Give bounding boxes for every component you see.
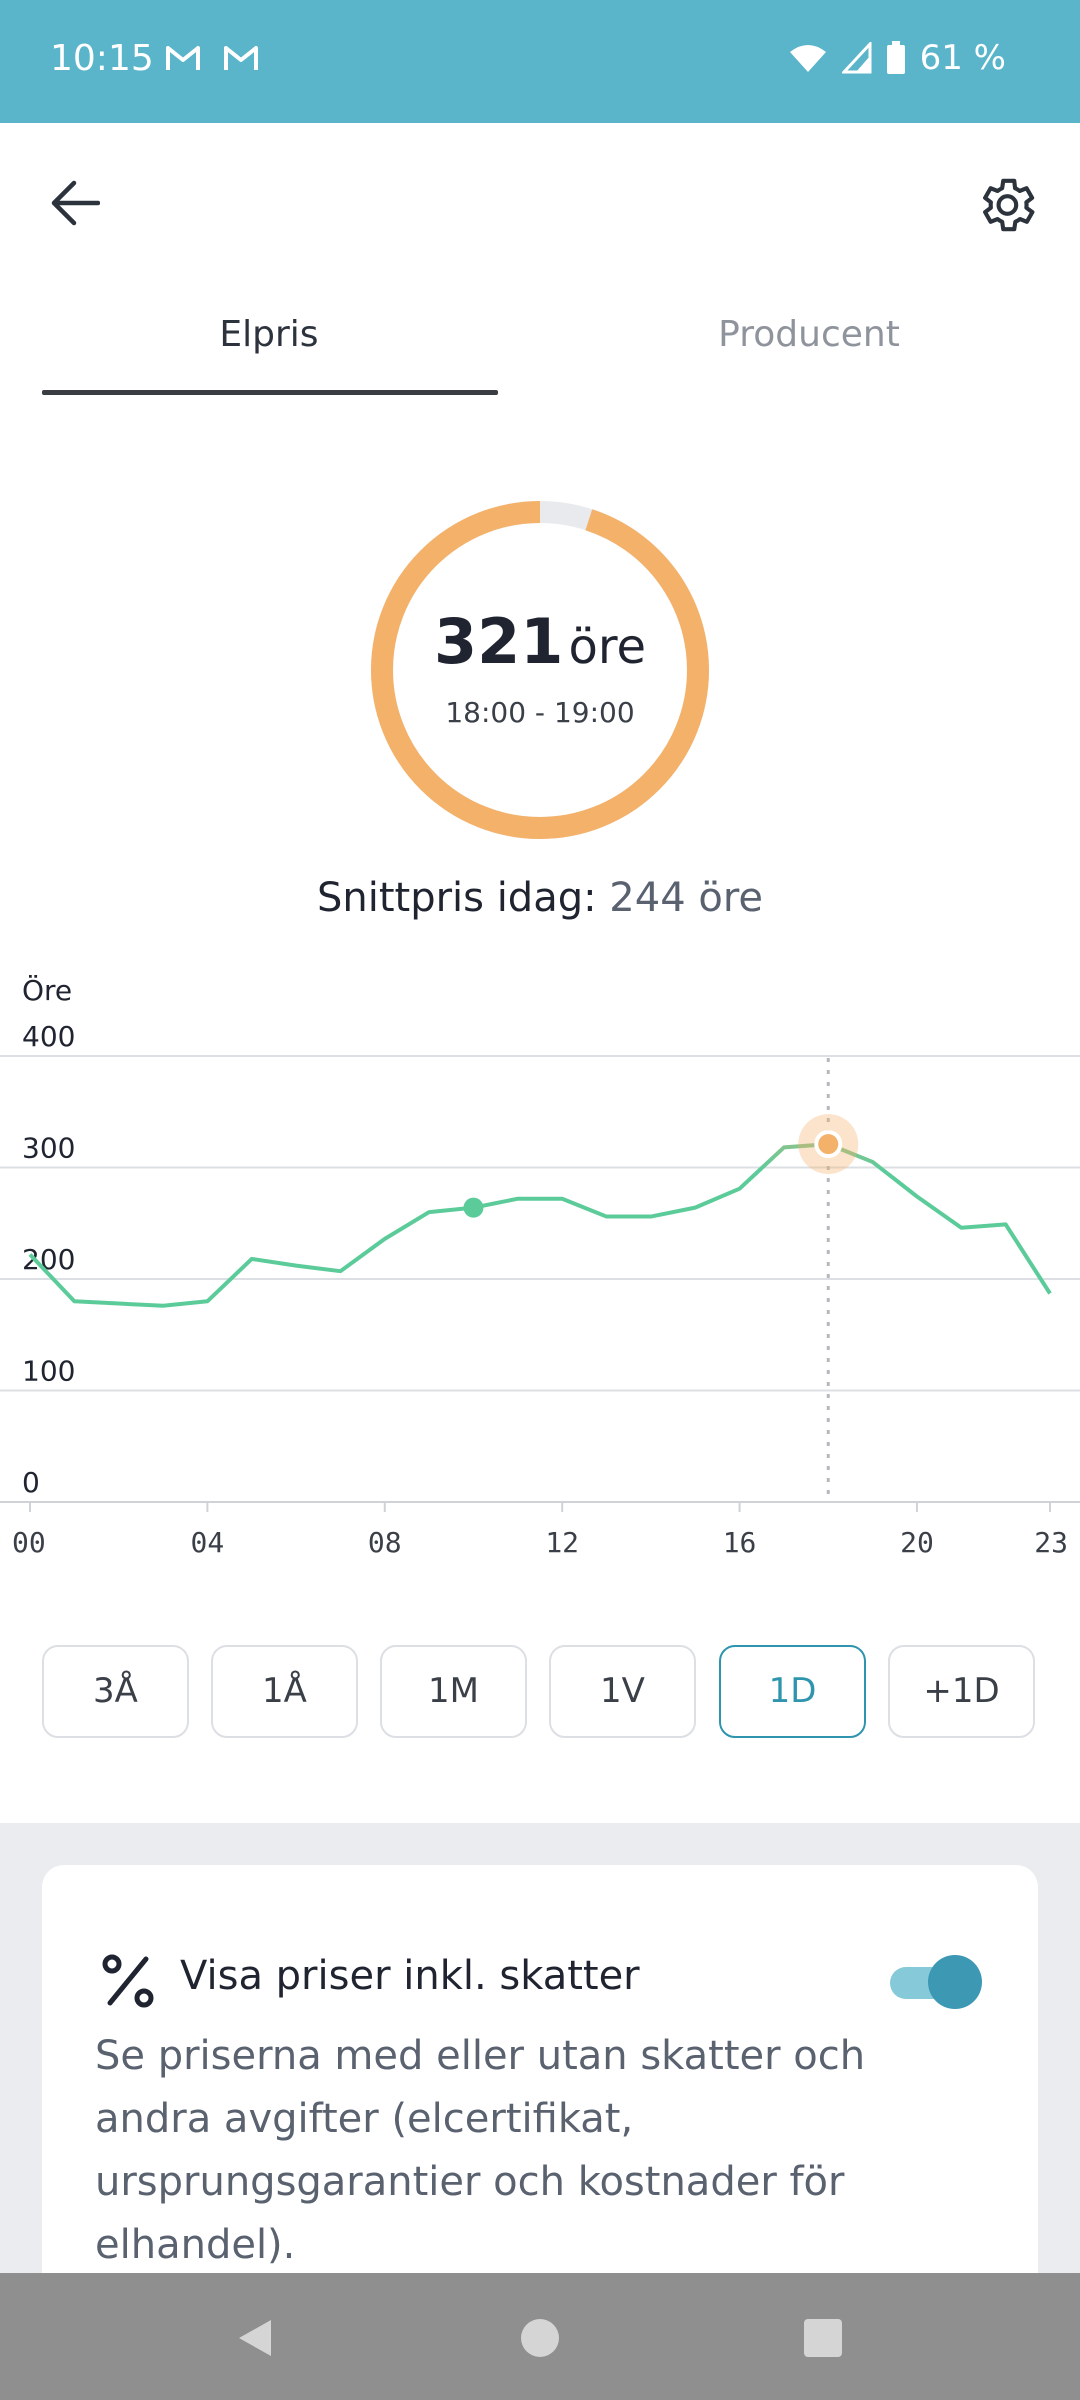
toggle-knob bbox=[928, 1955, 982, 2009]
y-tick-label: 400 bbox=[22, 1020, 75, 1053]
range-selector: 3Å 1Å 1M 1V 1D +1D bbox=[42, 1645, 1038, 1740]
battery-icon bbox=[886, 41, 905, 74]
gauge-ring bbox=[371, 501, 709, 839]
tax-card: Visa priser inkl. skatter Se priserna me… bbox=[42, 1865, 1038, 2325]
y-tick-label: 0 bbox=[22, 1466, 40, 1499]
current-price: 321 öre bbox=[370, 605, 710, 678]
wifi-icon bbox=[789, 45, 826, 72]
range-button-next-day[interactable]: +1D bbox=[888, 1645, 1035, 1738]
now-point bbox=[463, 1197, 484, 1218]
average-price-label: Snittpris idag: bbox=[316, 875, 597, 921]
x-tick-label: 12 bbox=[545, 1526, 579, 1559]
gear-icon bbox=[983, 178, 1035, 232]
tab-producent[interactable]: Producent bbox=[718, 314, 900, 355]
tax-toggle[interactable] bbox=[890, 1955, 982, 2009]
tab-bar: Elpris Producent bbox=[42, 290, 1038, 396]
nav-home-icon bbox=[521, 2319, 559, 2357]
nav-home-button[interactable] bbox=[515, 2313, 565, 2363]
y-axis-label: Öre bbox=[22, 973, 72, 1007]
gauge-arc bbox=[371, 501, 709, 839]
arrow-left-icon bbox=[51, 180, 100, 226]
price-line bbox=[28, 1142, 1052, 1308]
current-price-gauge: 321 öre 18:00 - 19:00 bbox=[370, 500, 710, 840]
range-button-1d[interactable]: 1D bbox=[719, 1645, 866, 1738]
tab-indicator bbox=[42, 390, 498, 395]
y-tick-label: 300 bbox=[22, 1132, 75, 1165]
x-tick-label: 08 bbox=[368, 1526, 402, 1559]
gmail-icon bbox=[224, 46, 258, 70]
nav-recents-button[interactable] bbox=[798, 2313, 848, 2363]
current-price-unit: öre bbox=[568, 619, 647, 675]
range-button-1m[interactable]: 1M bbox=[380, 1645, 527, 1738]
back-button[interactable] bbox=[40, 168, 110, 238]
range-button-3y[interactable]: 3Å bbox=[42, 1645, 189, 1738]
average-price-value: 244 öre bbox=[609, 875, 764, 921]
nav-back-button[interactable] bbox=[230, 2313, 280, 2363]
settings-section: Visa priser inkl. skatter Se priserna me… bbox=[0, 1823, 1080, 2325]
nav-back-icon bbox=[239, 2320, 271, 2356]
y-tick-label: 100 bbox=[22, 1355, 75, 1388]
tax-card-description: Se priserna med eller utan skatter och a… bbox=[95, 2033, 866, 2268]
system-nav-bar bbox=[0, 2273, 1080, 2400]
x-tick-label: 20 bbox=[900, 1526, 934, 1559]
range-button-1y[interactable]: 1Å bbox=[211, 1645, 358, 1738]
current-price-value: 321 bbox=[433, 605, 564, 678]
range-button-1w[interactable]: 1V bbox=[549, 1645, 696, 1738]
y-tick-label: 200 bbox=[22, 1243, 75, 1276]
tax-card-title: Visa priser inkl. skatter bbox=[180, 1953, 640, 1999]
x-tick-label: 23 bbox=[1034, 1526, 1068, 1559]
x-tick-label: 04 bbox=[191, 1526, 225, 1559]
x-tick-label: 00 bbox=[12, 1526, 46, 1559]
x-tick-label: 16 bbox=[723, 1526, 757, 1559]
gmail-icon bbox=[166, 46, 200, 70]
price-chart[interactable]: Öre 400 300 200 100 0 00 04 08 12 16 20 23 bbox=[0, 970, 1080, 1570]
status-bar: 10:15 61 % bbox=[0, 0, 1080, 123]
signal-icon bbox=[841, 42, 872, 74]
status-right: 61 % bbox=[788, 38, 1006, 78]
percent-icon bbox=[102, 1954, 154, 2008]
battery-percent: 61 % bbox=[919, 38, 1006, 78]
app-bar bbox=[0, 123, 1080, 273]
tab-elpris[interactable]: Elpris bbox=[219, 314, 319, 355]
nav-recents-icon bbox=[804, 2319, 842, 2357]
selected-point bbox=[814, 1130, 843, 1159]
average-price: Snittpris idag: 244 öre bbox=[0, 875, 1080, 921]
settings-button[interactable] bbox=[968, 167, 1044, 243]
current-price-time: 18:00 - 19:00 bbox=[445, 696, 635, 729]
status-time: 10:15 bbox=[50, 38, 154, 79]
